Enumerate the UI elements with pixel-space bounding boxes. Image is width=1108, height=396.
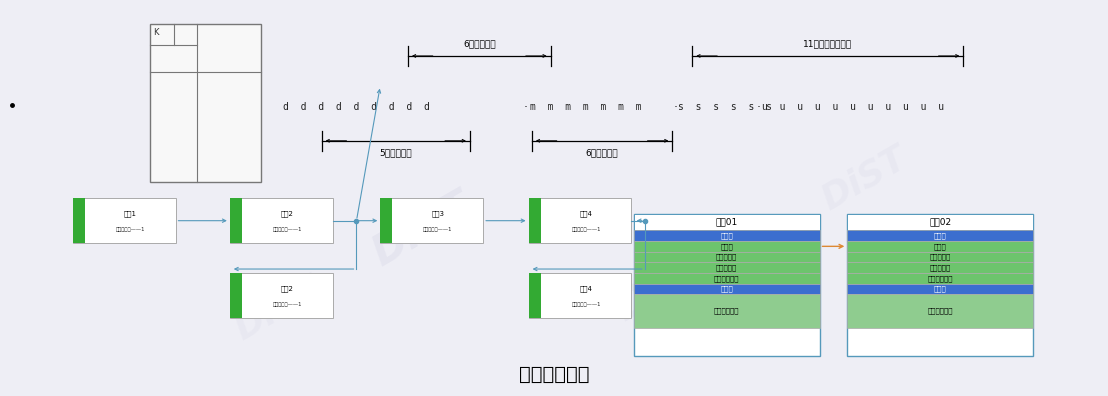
Text: 11位秒级以下编码: 11位秒级以下编码 — [803, 39, 852, 48]
Text: 地块02: 地块02 — [930, 217, 952, 227]
Text: 地块码: 地块码 — [934, 243, 946, 249]
FancyBboxPatch shape — [380, 198, 483, 244]
Text: 5位定位编码: 5位定位编码 — [379, 148, 412, 158]
Text: s  s  s  s  s  s: s s s s s s — [678, 102, 772, 112]
FancyBboxPatch shape — [529, 273, 541, 318]
Text: 物理头: 物理头 — [720, 232, 733, 239]
FancyBboxPatch shape — [634, 214, 820, 230]
Text: 电块附属法系: 电块附属法系 — [927, 308, 953, 314]
FancyBboxPatch shape — [634, 262, 820, 273]
Text: 地块、业务——1: 地块、业务——1 — [572, 302, 601, 307]
FancyBboxPatch shape — [529, 198, 632, 244]
Text: m  m  m  m  m  m  m: m m m m m m m — [530, 102, 642, 112]
FancyBboxPatch shape — [848, 252, 1033, 262]
Text: 对象4: 对象4 — [579, 210, 593, 217]
FancyBboxPatch shape — [848, 273, 1033, 284]
Text: 规范规结码: 规范规结码 — [716, 254, 737, 260]
Text: DiST: DiST — [815, 140, 913, 216]
FancyBboxPatch shape — [634, 230, 820, 241]
Text: 对象2: 对象2 — [280, 285, 294, 292]
Text: 对象4: 对象4 — [579, 285, 593, 292]
FancyBboxPatch shape — [229, 198, 332, 244]
FancyBboxPatch shape — [848, 241, 1033, 252]
Text: ·: · — [757, 101, 760, 114]
FancyBboxPatch shape — [848, 262, 1033, 273]
Text: 地块01: 地块01 — [716, 217, 738, 227]
Text: DiST: DiST — [365, 185, 478, 274]
FancyBboxPatch shape — [634, 284, 820, 294]
Text: 地块码: 地块码 — [720, 243, 733, 249]
FancyBboxPatch shape — [848, 294, 1033, 328]
Text: 对象3: 对象3 — [431, 210, 444, 217]
Text: 电块码: 电块码 — [934, 286, 946, 292]
Text: ·: · — [524, 101, 529, 114]
FancyBboxPatch shape — [229, 198, 242, 244]
FancyBboxPatch shape — [229, 273, 242, 318]
Text: DiST: DiST — [608, 240, 721, 330]
Text: 监管规结码: 监管规结码 — [716, 265, 737, 271]
Text: 监管规结码: 监管规结码 — [930, 265, 951, 271]
Text: 对象1: 对象1 — [124, 210, 136, 217]
FancyBboxPatch shape — [848, 230, 1033, 241]
FancyBboxPatch shape — [634, 252, 820, 262]
FancyBboxPatch shape — [848, 284, 1033, 294]
Text: 电块附属法系: 电块附属法系 — [714, 308, 739, 314]
FancyBboxPatch shape — [634, 294, 820, 328]
Text: 地块、业务——1: 地块、业务——1 — [115, 227, 145, 232]
FancyBboxPatch shape — [529, 273, 632, 318]
Text: 6位分组编码: 6位分组编码 — [463, 39, 495, 48]
Text: 规范规结码: 规范规结码 — [930, 254, 951, 260]
Text: 地块、业务——1: 地块、业务——1 — [273, 302, 302, 307]
Text: 地块、业务——1: 地块、业务——1 — [273, 227, 302, 232]
Text: u  u  u  u  u  u  u  u  u  u  u: u u u u u u u u u u u — [762, 102, 944, 112]
FancyBboxPatch shape — [848, 214, 1033, 230]
Text: K: K — [153, 28, 158, 36]
FancyBboxPatch shape — [634, 273, 820, 284]
Text: 6位秒级编码: 6位秒级编码 — [586, 148, 618, 158]
Text: 地块、业务——1: 地块、业务——1 — [423, 227, 452, 232]
Text: 电块地置住系: 电块地置住系 — [927, 275, 953, 282]
FancyBboxPatch shape — [634, 241, 820, 252]
FancyBboxPatch shape — [380, 198, 392, 244]
Text: 电块码: 电块码 — [720, 286, 733, 292]
Text: ·: · — [674, 101, 677, 114]
Text: 地块、业务——1: 地块、业务——1 — [572, 227, 601, 232]
FancyBboxPatch shape — [529, 198, 541, 244]
Text: d  d  d  d  d  d  d  d  d: d d d d d d d d d — [283, 102, 430, 112]
FancyBboxPatch shape — [229, 273, 332, 318]
FancyBboxPatch shape — [634, 214, 820, 356]
Text: 数字动态谱码: 数字动态谱码 — [519, 364, 589, 383]
Text: 对象2: 对象2 — [280, 210, 294, 217]
Text: 电块地置住系: 电块地置住系 — [714, 275, 739, 282]
Text: 物理头: 物理头 — [934, 232, 946, 239]
Text: DiST: DiST — [228, 270, 326, 346]
FancyBboxPatch shape — [73, 198, 175, 244]
FancyBboxPatch shape — [848, 214, 1033, 356]
FancyBboxPatch shape — [150, 25, 260, 182]
FancyBboxPatch shape — [73, 198, 85, 244]
